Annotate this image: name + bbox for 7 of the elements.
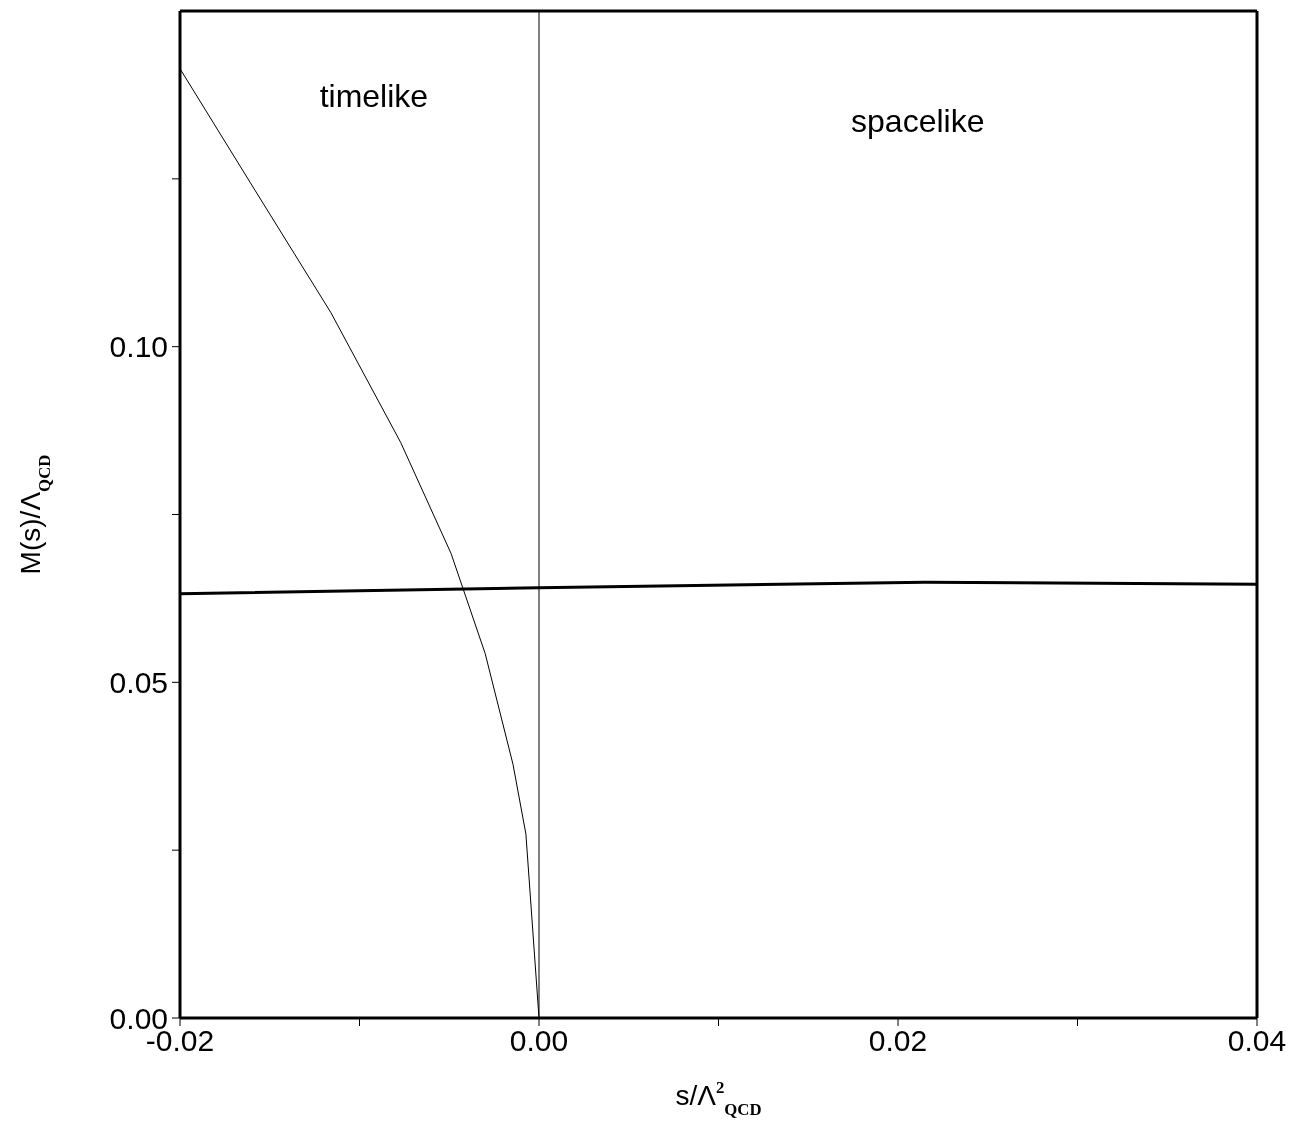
x-tick-label: 0.00 — [509, 1024, 569, 1058]
x-tick-label: 0.02 — [868, 1024, 928, 1058]
y-tick-label: 0.05 — [109, 665, 168, 699]
x-tick-label: 0.04 — [1227, 1024, 1287, 1058]
annotation: timelike — [319, 77, 429, 114]
annotation: spacelike — [851, 102, 985, 139]
y-tick-label: 0.10 — [109, 330, 168, 364]
